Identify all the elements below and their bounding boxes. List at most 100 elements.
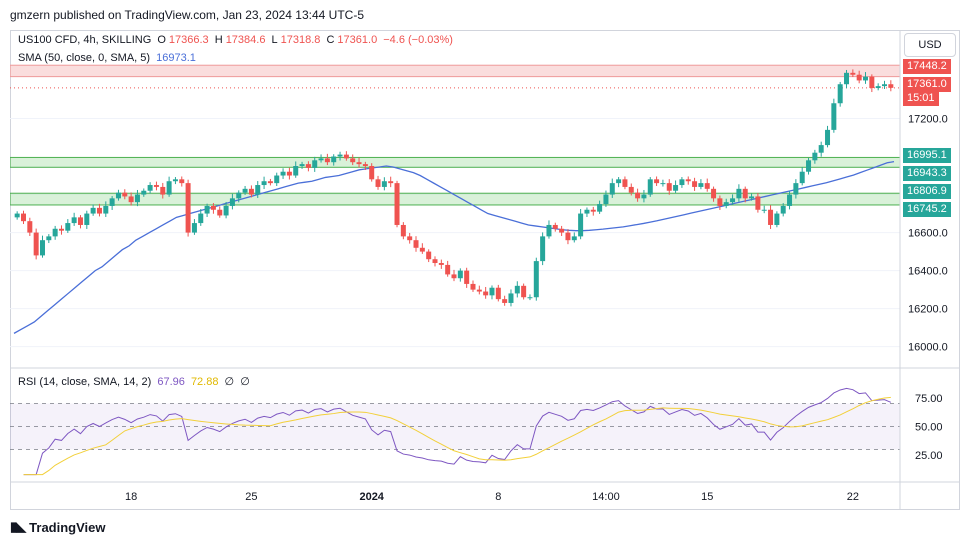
candle-body — [844, 72, 850, 85]
candle-body — [584, 209, 590, 214]
candle-body — [185, 183, 191, 233]
candle-body — [850, 72, 856, 75]
candle-body — [141, 190, 147, 195]
candle-body — [552, 224, 558, 229]
candle-body — [318, 158, 324, 161]
candle-body — [774, 213, 780, 225]
candle-body — [14, 213, 20, 218]
candle-body — [369, 166, 375, 180]
high-price-tag: 17448.2 — [903, 59, 951, 74]
chart-frame — [10, 30, 960, 510]
candle-body — [679, 179, 685, 186]
rsi-legend[interactable]: RSI (14, close, SMA, 14, 2) 67.96 72.88 … — [18, 375, 253, 388]
candle-body — [730, 198, 736, 203]
currency-button[interactable]: USD — [904, 33, 956, 57]
candle-body — [128, 196, 134, 203]
candle-body — [375, 179, 381, 187]
time-tick-label: 14:00 — [592, 491, 620, 503]
change-value: −4.6 (−0.03%) — [383, 34, 453, 46]
candle-body — [508, 293, 514, 303]
candle-body — [286, 171, 292, 176]
sma-legend[interactable]: SMA (50, close, 0, SMA, 5) 16973.1 — [18, 52, 199, 64]
time-tick-label: 22 — [847, 491, 859, 503]
candle-body — [394, 183, 400, 225]
last-price-tag: 17361.0 — [903, 77, 951, 92]
chart-canvas[interactable]: 17200.016800.016600.016400.016200.016000… — [10, 30, 960, 510]
candle-body — [134, 194, 140, 203]
candle-body — [274, 175, 280, 184]
candle-body — [172, 179, 178, 182]
candle-body — [160, 186, 166, 195]
candle-body — [27, 221, 33, 233]
candle-body — [426, 251, 432, 260]
rsi-tick-label: 75.00 — [915, 393, 943, 405]
candle-body — [597, 204, 603, 212]
close-label: C — [326, 34, 335, 46]
candle-body — [502, 299, 508, 303]
candle-body — [483, 291, 489, 296]
zone-tag-1: 16995.1 — [903, 148, 951, 163]
candles-layer — [14, 69, 894, 307]
candle-body — [324, 158, 330, 163]
support-zone — [10, 156, 901, 168]
candle-body — [698, 183, 704, 187]
candle-body — [571, 236, 577, 241]
countdown-tag: 15:01 — [903, 91, 939, 106]
candle-body — [489, 287, 495, 296]
candle-body — [546, 224, 552, 237]
open-label: O — [157, 34, 166, 46]
candle-body — [356, 162, 362, 165]
price-tick-label: 16600.0 — [908, 228, 948, 240]
candle-body — [476, 289, 482, 292]
candle-body — [641, 194, 647, 199]
candle-body — [457, 270, 463, 279]
candle-body — [210, 205, 216, 210]
price-tick-label: 16200.0 — [908, 304, 948, 316]
resistance-zone — [10, 64, 901, 78]
candle-body — [666, 183, 672, 191]
candle-body — [388, 181, 394, 184]
candle-body — [46, 236, 52, 241]
candle-body — [685, 179, 691, 182]
candle-body — [603, 194, 609, 205]
candle-body — [255, 185, 261, 195]
candle-body — [825, 129, 831, 146]
candle-body — [654, 179, 660, 184]
symbol-label: US100 CFD, 4h, SKILLING — [18, 34, 152, 46]
time-tick-label: 25 — [245, 491, 257, 503]
rsi-ma-line — [23, 396, 891, 476]
candle-body — [692, 181, 698, 187]
main-legend[interactable]: US100 CFD, 4h, SKILLING O 17366.3 H 17384.… — [18, 34, 456, 46]
candle-body — [419, 247, 425, 252]
candle-body — [806, 160, 812, 172]
candle-body — [331, 156, 337, 163]
candle-body — [565, 232, 571, 241]
candle-body — [299, 164, 305, 167]
candle-body — [793, 183, 799, 195]
time-tick-label: 8 — [495, 491, 501, 503]
candle-body — [432, 259, 438, 264]
candle-body — [622, 179, 628, 187]
candle-body — [527, 297, 533, 299]
candle-body — [103, 205, 109, 214]
low-label: L — [271, 34, 278, 46]
tradingview-logo[interactable]: ▮◣ TradingView — [10, 519, 106, 535]
candle-body — [115, 192, 121, 199]
candle-body — [58, 228, 64, 231]
candle-body — [236, 192, 242, 199]
candle-body — [647, 179, 653, 195]
candle-body — [280, 171, 286, 176]
tradingview-logo-text: TradingView — [29, 519, 106, 535]
zone-tag-2: 16943.3 — [903, 166, 951, 181]
candle-body — [267, 181, 273, 184]
rsi-ma-value: 72.88 — [190, 376, 219, 388]
candle-body — [96, 207, 102, 214]
candle-body — [191, 223, 197, 233]
candle-body — [470, 283, 476, 290]
candle-body — [723, 202, 729, 206]
candle-body — [749, 196, 755, 199]
candle-body — [514, 285, 520, 294]
candle-body — [438, 263, 444, 265]
candle-body — [609, 183, 615, 195]
candle-body — [343, 154, 349, 159]
